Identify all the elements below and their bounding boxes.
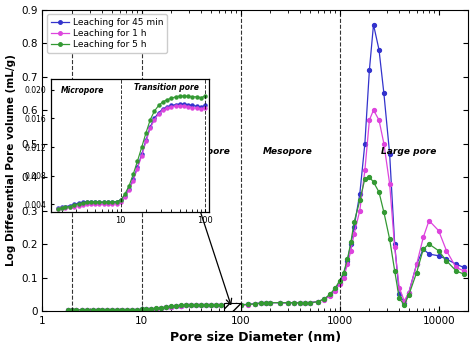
Leaching for 5 h [277, 301, 283, 305]
Leaching for 5 h [414, 271, 419, 275]
Leaching for 1 h [371, 108, 376, 112]
Leaching for 1 h [144, 307, 149, 312]
Leaching for 1 h [183, 303, 189, 308]
Leaching for 1 h [461, 269, 467, 273]
Leaching for 1 h [277, 301, 283, 305]
Leaching for 5 h [144, 307, 149, 311]
Bar [224, 303, 240, 311]
Leaching for 5 h [461, 272, 467, 276]
Leaching for 45 min [414, 262, 419, 266]
Y-axis label: Log Differential Pore volume (mL/g): Log Differential Pore volume (mL/g) [6, 54, 16, 266]
Leaching for 5 h [366, 175, 372, 179]
Leaching for 1 h [414, 262, 419, 266]
X-axis label: Pore size Diameter (nm): Pore size Diameter (nm) [170, 331, 341, 344]
Leaching for 1 h [267, 301, 273, 305]
Leaching for 45 min [371, 22, 376, 27]
Leaching for 5 h [65, 308, 71, 312]
Line: Leaching for 5 h: Leaching for 5 h [66, 175, 466, 312]
Line: Leaching for 1 h: Leaching for 1 h [66, 108, 466, 312]
Leaching for 45 min [144, 307, 149, 312]
Leaching for 45 min [277, 301, 283, 305]
Leaching for 45 min [183, 303, 189, 308]
Leaching for 5 h [267, 301, 273, 305]
Leaching for 5 h [183, 303, 189, 307]
Leaching for 45 min [267, 301, 273, 305]
Text: Mesopore: Mesopore [263, 147, 313, 156]
Leaching for 5 h [139, 307, 145, 312]
Text: Transition pore: Transition pore [153, 147, 230, 156]
Text: Micropore: Micropore [71, 147, 122, 156]
Leaching for 45 min [139, 307, 145, 312]
Leaching for 1 h [139, 308, 145, 312]
Leaching for 45 min [65, 308, 71, 312]
Leaching for 45 min [461, 265, 467, 270]
Text: Large pore: Large pore [381, 147, 437, 156]
Line: Leaching for 45 min: Leaching for 45 min [66, 23, 466, 312]
Legend: Leaching for 45 min, Leaching for 1 h, Leaching for 5 h: Leaching for 45 min, Leaching for 1 h, L… [47, 14, 167, 53]
Leaching for 1 h [65, 308, 71, 312]
